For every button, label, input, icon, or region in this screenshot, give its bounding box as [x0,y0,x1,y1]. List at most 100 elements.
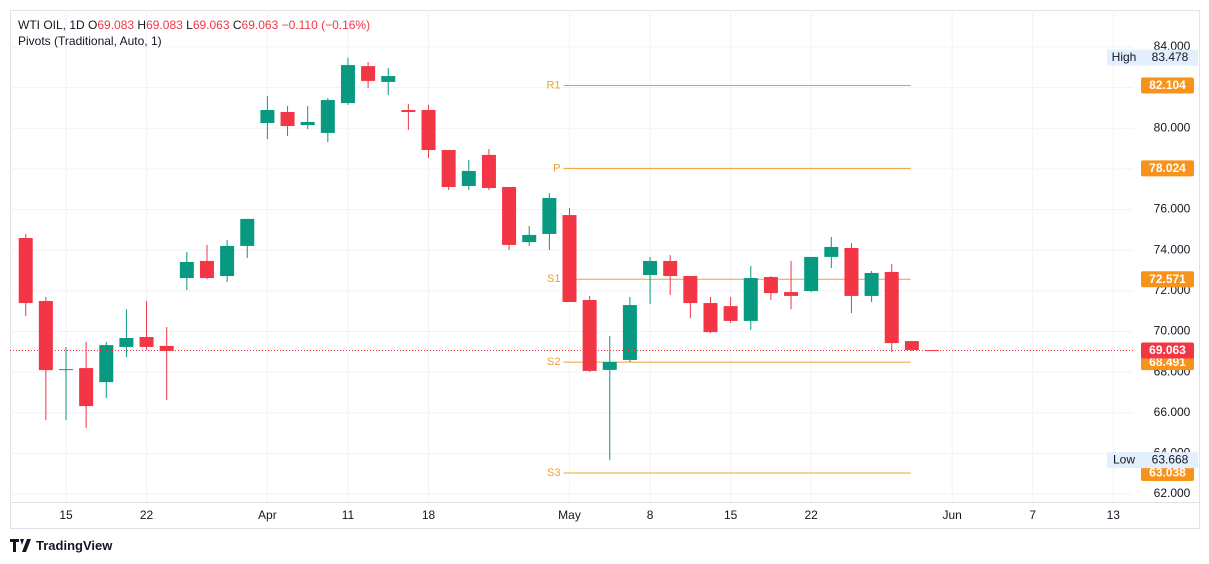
candle-body [904,341,919,350]
candle-body [683,276,698,304]
candle-body [844,247,859,296]
x-tick-label: May [558,508,581,522]
candle-body [381,76,396,82]
pivot-name: P [553,162,560,174]
pivot-name: S1 [547,273,560,285]
candle-body [361,66,376,81]
logo [10,538,31,552]
candle-body [602,361,617,370]
candle-body [663,260,678,277]
frame [10,10,1200,529]
candle-body [763,277,778,294]
ohlc-value: 69.083 [146,18,183,32]
pivot-price-label: 63.038 [1149,466,1186,480]
extreme-box [1107,49,1198,66]
candle-body [421,109,436,151]
candle-body [139,336,154,347]
x-tick-label: 11 [342,508,355,522]
candle-body [220,245,235,277]
candle-body [562,215,577,303]
x-tick-label: 8 [647,508,654,522]
candle-body [280,112,295,127]
candle-body [18,238,33,304]
y-tick-label: 66.000 [1154,405,1191,419]
pivot-price-label: 72.571 [1149,272,1186,286]
extreme-value: 63.668 [1152,452,1189,466]
candle-body [38,301,53,371]
y-tick-label: 76.000 [1154,202,1191,216]
ohlc-key: H [137,18,147,32]
x-tick-label: 7 [1029,508,1036,522]
x-tick-label: 13 [1107,508,1121,522]
x-tick-label: Jun [942,508,961,522]
candle-body [401,109,416,113]
pivot-price-box [1141,160,1194,177]
legend-header: WTI OIL, 1D O69.083 H69.083 L69.063 C69.… [18,17,370,33]
candle-body [643,260,658,276]
symbol: WTI OIL, 1D [18,18,85,32]
x-tick-label: 22 [805,508,819,522]
candle-body [703,303,718,333]
candle-body [159,345,174,352]
x-tick-label: Apr [258,508,277,522]
brand: TradingView [36,538,113,553]
ohlc-key: C [232,18,242,32]
pivot-price-box [1141,77,1194,94]
candle-body [542,197,557,234]
x-tick-label: 15 [59,508,73,522]
extreme-value: 83.478 [1152,50,1189,64]
pivot-name: S3 [547,467,560,479]
candle-body [743,278,758,321]
ohlc-value: 69.063 [241,18,279,32]
candle-body [461,170,476,186]
x-tick-label: 15 [724,508,738,522]
candle-body [723,306,738,321]
candle-body [199,260,214,279]
candle-body [79,368,94,407]
pivot-price-label: 82.104 [1149,78,1186,92]
pivot-name: R1 [546,79,560,91]
ohlc-key: L [186,18,193,32]
candle-body [784,292,799,296]
candle-body [502,187,517,245]
footer: TradingView [10,538,112,553]
ohlc: O69.083 H69.083 L69.063 C69.063 [88,18,282,32]
pivot-price-box [1141,271,1194,288]
candle-body [179,261,194,279]
candle-body [300,121,315,126]
x-tick-label: 18 [422,508,436,522]
change: −0.110 (−0.16%) [281,18,371,32]
y-tick-label: 80.000 [1154,120,1191,134]
candle-body [925,350,940,352]
candle-body [481,154,496,189]
last-price-label: 69.063 [1149,343,1186,357]
pivot-name: S2 [547,356,560,368]
y-tick-label: 62.000 [1154,486,1191,500]
candle-body [240,218,255,246]
ohlc-value: 69.063 [192,18,230,32]
indicator-label: Pivots (Traditional, Auto, 1) [18,34,162,48]
candle-body [522,234,537,243]
candle-body [119,338,134,347]
candle-body [99,345,114,383]
candle-body [320,100,335,133]
candle-body [622,305,637,360]
ohlc-key: O [88,18,98,32]
y-tick-label: 70.000 [1154,324,1191,338]
candle-body [824,246,839,257]
extreme-box [1107,452,1198,469]
extreme-name: Low [1113,452,1135,466]
x-tick-label: 22 [140,508,154,522]
candle-body [884,271,899,344]
y-tick-label: 74.000 [1154,242,1191,256]
candle-body [340,65,355,104]
candle-body [804,256,819,292]
ohlc-value: 69.083 [97,18,135,32]
last-price-box [1141,342,1194,359]
pivot-price-box [1141,464,1194,481]
candle-body [441,150,456,188]
candle-body [582,299,597,371]
candle-body [59,369,73,371]
